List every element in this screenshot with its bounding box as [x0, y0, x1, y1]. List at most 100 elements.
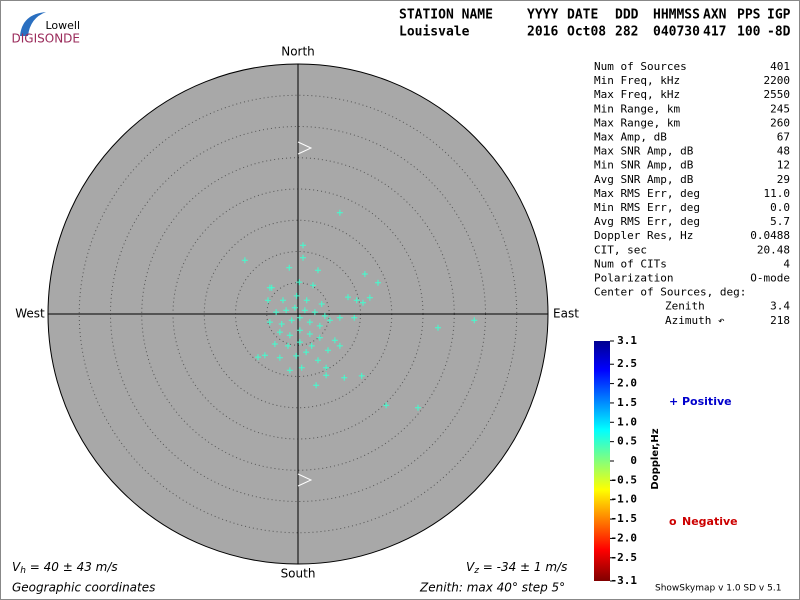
colorbar-tick-label: -1.0	[611, 493, 638, 506]
colorbar-tick-label: -2.5	[611, 551, 638, 564]
source-point	[383, 402, 390, 409]
vz: Vz = -34 ± 1 m/s	[466, 560, 567, 576]
stat-label: Max Freq, kHz	[594, 88, 680, 101]
source-point	[298, 364, 305, 371]
source-point	[331, 337, 338, 344]
stat-label: Doppler Res, Hz	[594, 229, 693, 242]
colorbar	[594, 341, 610, 581]
source-point	[300, 254, 306, 261]
source-point	[315, 357, 321, 364]
stat-value: 401	[770, 60, 790, 73]
legend-label: Negative	[682, 515, 738, 528]
source-point	[265, 297, 271, 304]
source-point	[291, 304, 298, 311]
source-point	[261, 352, 268, 359]
source-point	[375, 279, 381, 286]
source-point	[366, 294, 373, 301]
header-value: Oct08	[567, 25, 606, 40]
colorbar-tick-label: 1.0	[617, 415, 637, 428]
version: ShowSkymap v 1.0 SD v 5.1	[655, 584, 781, 594]
stat-value: 245	[770, 102, 790, 115]
north-marker	[297, 141, 313, 155]
source-point	[471, 317, 478, 324]
source-point	[268, 284, 275, 291]
source-point	[288, 317, 295, 324]
source-point	[435, 324, 441, 331]
source-point	[315, 267, 321, 274]
stat-label: Max RMS Err, deg	[594, 187, 700, 200]
header-value: Louisvale	[399, 25, 470, 40]
source-point	[326, 317, 333, 324]
source-point	[301, 307, 308, 314]
source-point	[323, 372, 330, 379]
source-point	[286, 332, 293, 339]
source-point	[300, 242, 306, 249]
center-label: Azimuth ↶	[665, 314, 725, 327]
source-point	[285, 342, 291, 349]
source-point	[276, 354, 283, 361]
source-point	[318, 301, 325, 307]
direction-label: South	[281, 567, 316, 581]
source-point	[241, 257, 248, 264]
source-point	[316, 322, 323, 329]
logo-swoosh	[20, 12, 46, 36]
source-point	[286, 264, 293, 271]
legend-symbol: +	[669, 395, 678, 408]
stat-value: 0.0	[770, 201, 790, 214]
source-point	[353, 297, 360, 304]
center-label: Zenith	[665, 300, 705, 313]
coords-note: Geographic coordinates	[12, 581, 155, 595]
stat-value: 20.48	[757, 243, 790, 256]
colorbar-tick-label: -2.0	[611, 531, 638, 544]
stat-label: Avg SNR Amp, dB	[594, 173, 694, 186]
center-value: 3.4	[770, 300, 790, 313]
header-column: YYYY	[527, 8, 558, 23]
colorbar-tick-label: -3.1	[611, 574, 638, 587]
colorbar-tick-label: 2.0	[617, 377, 637, 390]
source-point	[296, 279, 303, 286]
stat-label: Min SNR Amp, dB	[594, 159, 694, 172]
stat-label: Min Freq, kHz	[594, 74, 680, 87]
source-point	[313, 382, 320, 389]
source-point	[271, 341, 278, 347]
stat-value: O-mode	[750, 272, 790, 285]
header-value: 417	[703, 25, 726, 40]
stat-value: 5.7	[770, 215, 790, 228]
stat-label: Max Range, km	[594, 116, 680, 129]
source-point	[283, 307, 290, 314]
header-value: 282	[615, 25, 638, 40]
source-point	[311, 309, 318, 316]
source-point	[293, 352, 300, 359]
header-column: STATION NAME	[399, 8, 493, 23]
source-point	[303, 297, 310, 304]
source-point	[316, 334, 323, 341]
header-value: 2016	[527, 25, 558, 40]
source-point	[361, 271, 368, 277]
stat-value: 29	[777, 173, 790, 186]
source-point	[336, 209, 343, 216]
source-point	[358, 372, 365, 379]
stat-label: Max Amp, dB	[594, 131, 667, 144]
source-point	[360, 299, 366, 306]
colorbar-tick-label: 2.5	[617, 357, 637, 370]
source-point	[323, 364, 330, 371]
stat-value: 12	[777, 159, 790, 172]
center-value: 218	[770, 314, 790, 327]
stat-label: Center of Sources, deg:	[594, 286, 746, 299]
stat-label: Min Range, km	[594, 102, 680, 115]
source-point	[280, 297, 286, 304]
source-point	[308, 342, 315, 349]
stat-value: 2550	[764, 88, 791, 101]
header-column: IGP	[767, 8, 791, 23]
colorbar-tick-label: 0	[630, 454, 637, 467]
stat-label: Num of Sources	[594, 60, 687, 73]
stat-label: Polarization	[594, 272, 673, 285]
stat-label: CIT, sec	[594, 243, 647, 256]
source-point	[325, 347, 331, 354]
logo-top: Lowell	[45, 19, 80, 32]
stat-value: 260	[770, 116, 790, 129]
source-point	[336, 342, 343, 349]
header-column: AXN	[703, 8, 727, 23]
source-point	[293, 292, 300, 299]
source-point	[415, 404, 421, 411]
